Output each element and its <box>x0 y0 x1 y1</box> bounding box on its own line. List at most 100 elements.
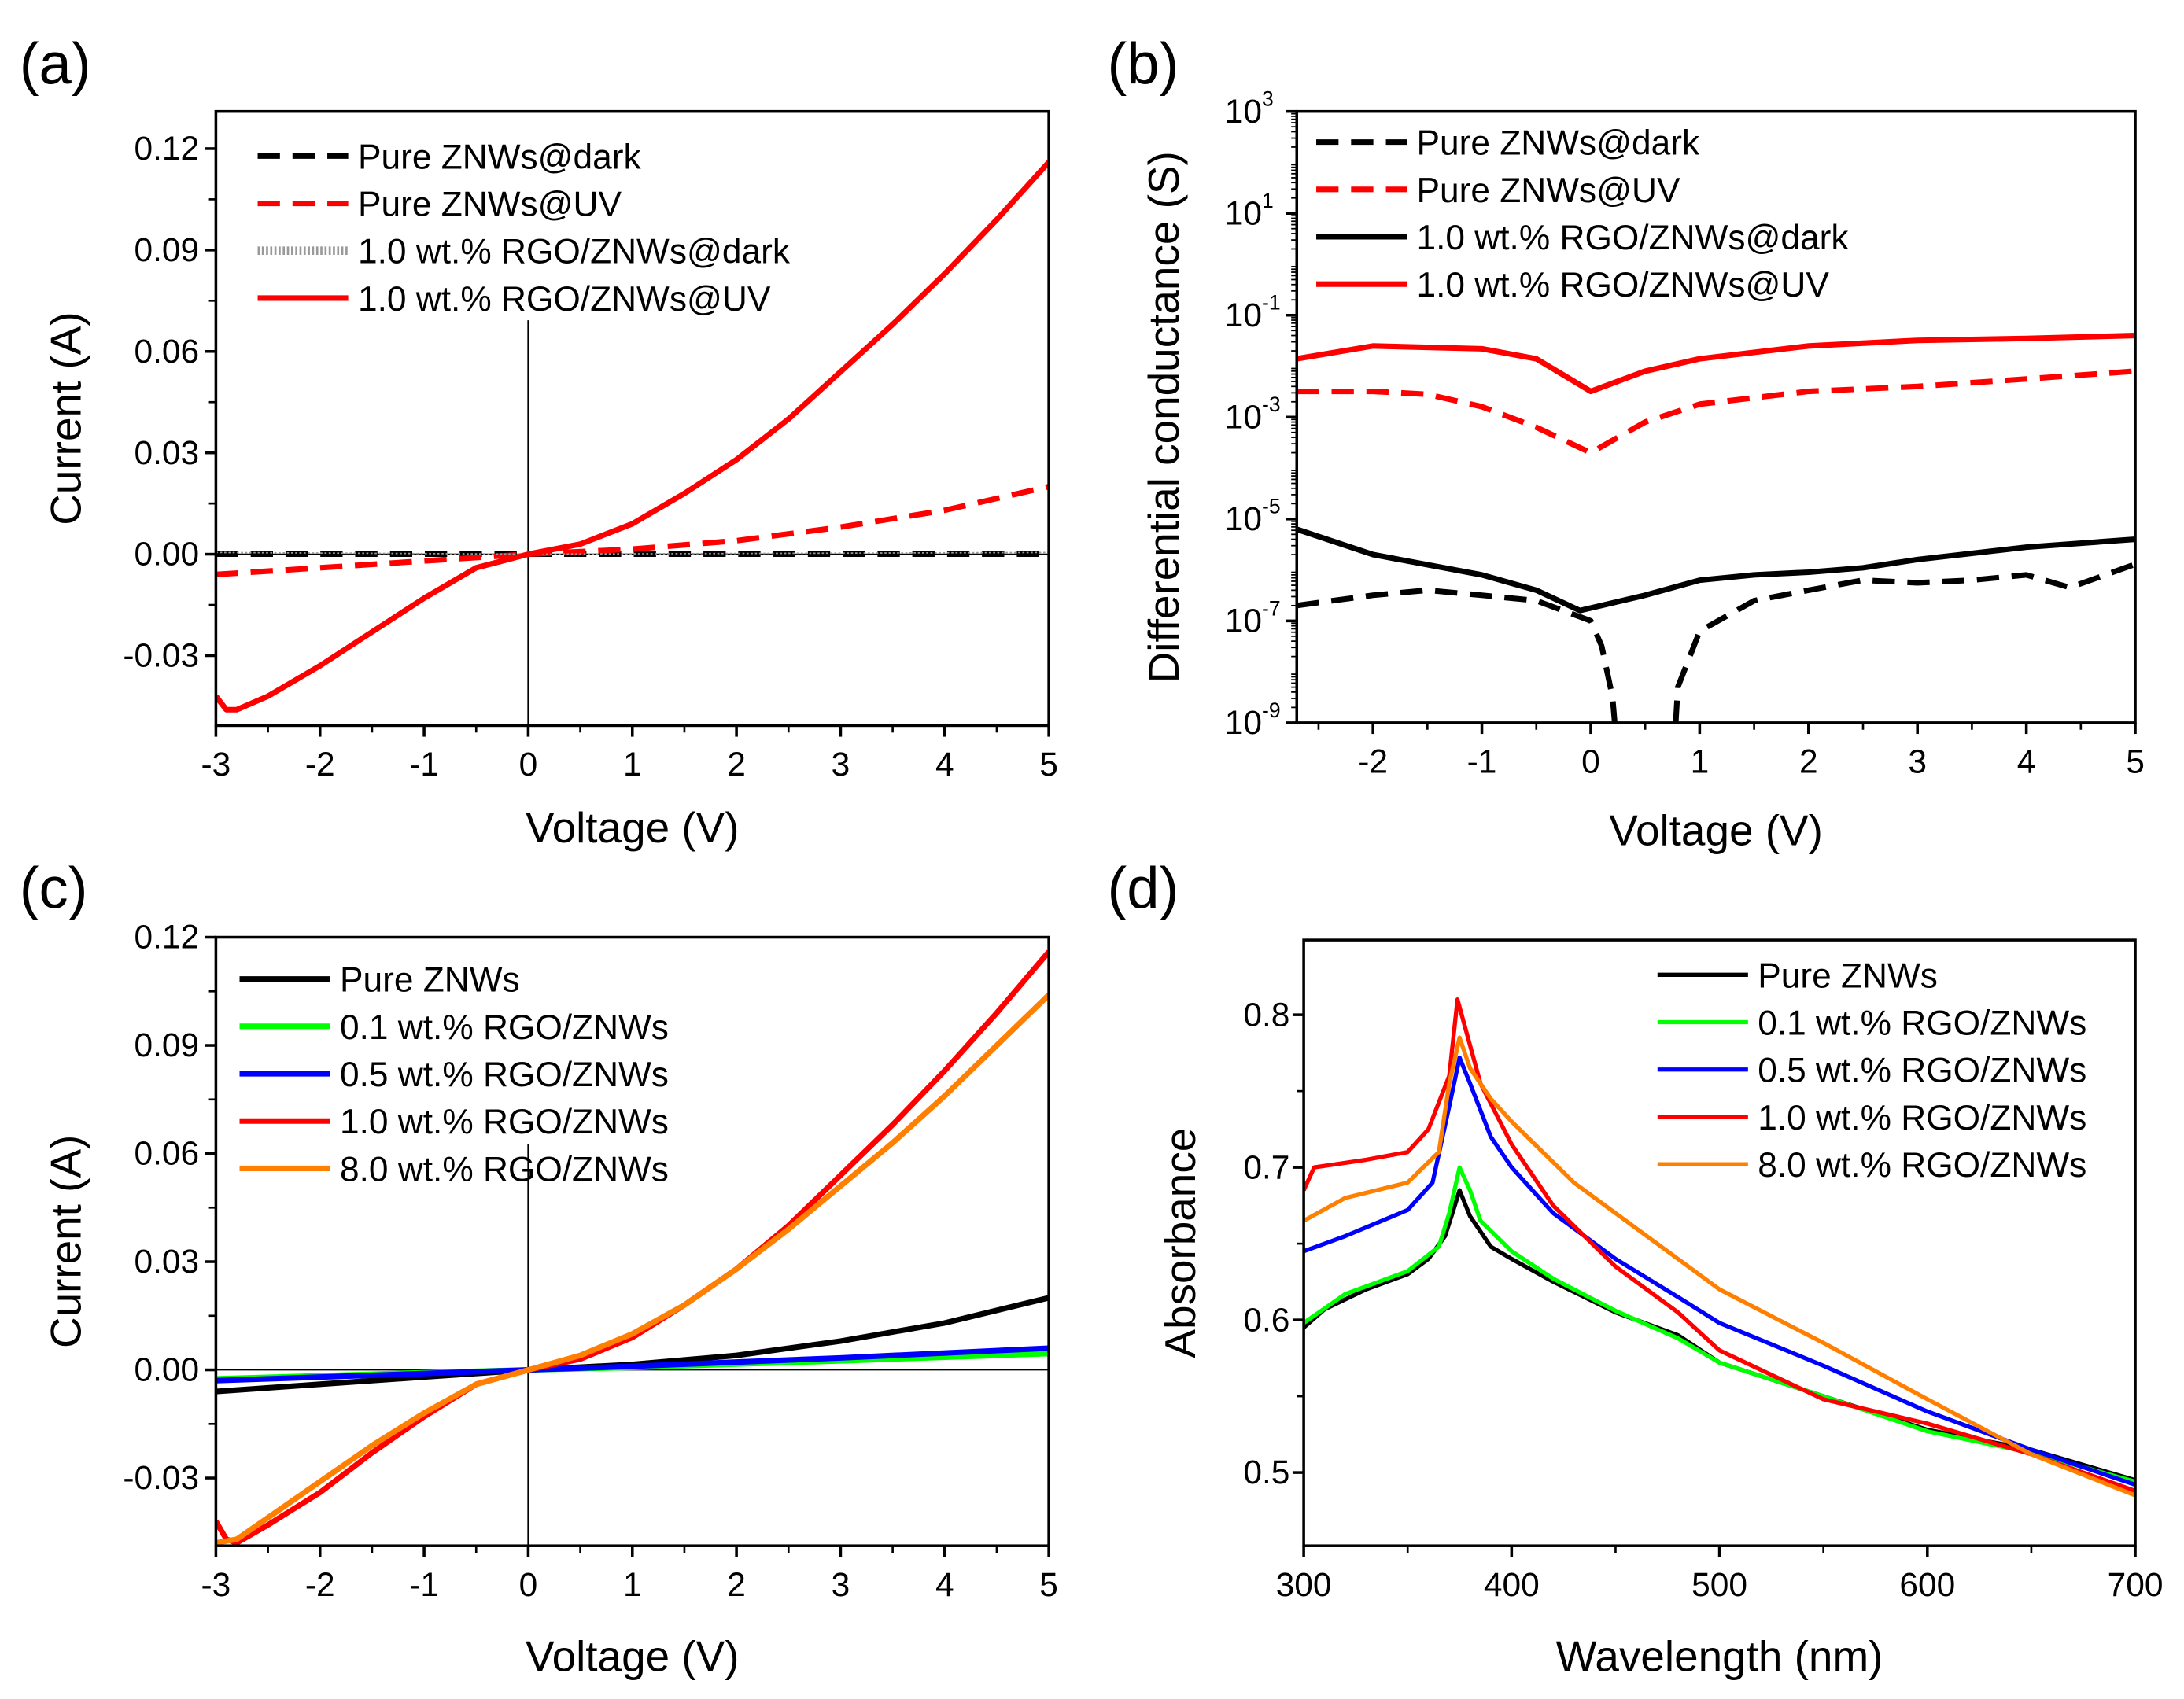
x-tick-label: -2 <box>1358 744 1388 781</box>
panel-label: (b) <box>1107 31 1179 96</box>
y-tick-label: -0.03 <box>123 638 199 675</box>
y-tick-label: 10 <box>1225 399 1262 436</box>
x-axis-title: Wavelength (nm) <box>1556 1632 1883 1681</box>
panel-c: (c) Pure ZNWs 0.1 wt.% RGO/ZNWs 0.5 wt.% RG… <box>20 855 1058 1680</box>
x-tick-label: 4 <box>935 1567 954 1604</box>
series-line-1-0-wt-rgo-znws <box>1304 997 2136 1493</box>
x-tick-label: 2 <box>727 1567 746 1604</box>
y-tick-label: 0.06 <box>134 334 199 370</box>
x-tick-label: 300 <box>1276 1567 1332 1604</box>
legend-label: 0.1 wt.% RGO/ZNWs <box>1758 1004 2086 1042</box>
x-tick-label: 3 <box>832 1567 850 1604</box>
x-tick-label: 5 <box>2126 744 2145 781</box>
panel-d: (d) Pure ZNWs 0.1 wt.% RGO/ZNWs 0.5 wt.% RG… <box>1107 855 2163 1680</box>
y-tick-label: 0.09 <box>134 232 199 269</box>
legend-label: 1.0 wt.% RGO/ZNWs@UV <box>358 280 771 319</box>
legend-label: Pure ZNWs@UV <box>1417 171 1681 210</box>
y-tick-label: 0.5 <box>1243 1454 1289 1491</box>
y-tick-label: 10 <box>1225 94 1262 131</box>
y-tick-label: 0.09 <box>134 1027 199 1064</box>
panel-a: (a) Pure ZNWs@dark Pure ZNWs@UV 1.0 wt.% RG… <box>20 31 1058 852</box>
x-tick-label: 1 <box>623 746 642 783</box>
x-tick-label: 700 <box>2108 1567 2164 1604</box>
x-tick-label: 0 <box>519 746 538 783</box>
x-tick-label: 0 <box>519 1567 538 1604</box>
legend-label: 1.0 wt.% RGO/ZNWs <box>1758 1099 2086 1137</box>
y-axis-title: Current (A) <box>42 311 90 525</box>
x-tick-label: -1 <box>409 1567 439 1604</box>
series-line-1-0-wt-rgo-znws-dark <box>1297 526 2136 614</box>
y-tick-label: 0.03 <box>134 435 199 472</box>
y-tick-label: 0.12 <box>134 920 199 956</box>
y-tick-label: 10 <box>1225 501 1262 538</box>
legend-label: Pure ZNWs@UV <box>358 185 622 223</box>
x-tick-label: 500 <box>1691 1567 1747 1604</box>
legend-label: 1.0 wt.% RGO/ZNWs@dark <box>1417 219 1850 257</box>
y-tick-exponent: 3 <box>1262 87 1274 111</box>
legend-label: 1.0 wt.% RGO/ZNWs@UV <box>1417 266 1830 304</box>
panel-b: (b) Pure ZNWs@dark Pure ZNWs@UV 1.0 wt.% RG… <box>1107 31 2144 854</box>
legend-label: Pure ZNWs@dark <box>358 138 642 176</box>
y-tick-label: 0.12 <box>134 131 199 168</box>
x-tick-label: -1 <box>409 746 439 783</box>
x-tick-label: -3 <box>201 1567 231 1604</box>
y-tick-label: 0.00 <box>134 536 199 573</box>
series-line-0-5-wt-rgo-znws <box>1304 1055 2136 1487</box>
panel-label: (c) <box>20 855 88 920</box>
legend-label: 0.1 wt.% RGO/ZNWs <box>340 1008 669 1047</box>
series-line-0-5-wt-rgo-znws <box>216 1345 1050 1384</box>
y-tick-label: 10 <box>1225 705 1262 742</box>
x-tick-label: 4 <box>935 746 954 783</box>
series-line-pure-znws-uv <box>216 484 1050 577</box>
legend-label: Pure ZNWs@dark <box>1417 124 1701 163</box>
x-tick-label: 2 <box>727 746 746 783</box>
y-tick-exponent: -3 <box>1262 393 1281 416</box>
y-tick-label: 10 <box>1225 603 1262 640</box>
y-tick-label: 10 <box>1225 297 1262 334</box>
legend-label: 8.0 wt.% RGO/ZNWs <box>340 1150 669 1189</box>
series-line-pure-znws-dark <box>1297 561 2136 723</box>
x-tick-label: 5 <box>1039 746 1058 783</box>
y-tick-exponent: -1 <box>1262 291 1281 315</box>
series-line-8-0-wt-rgo-znws <box>216 993 1050 1546</box>
legend-label: 1.0 wt.% RGO/ZNWs <box>340 1103 669 1141</box>
legend-label: Pure ZNWs <box>340 961 520 1000</box>
y-axis-title: Differential conductance (S) <box>1139 151 1188 683</box>
legend-label: Pure ZNWs <box>1758 956 1938 995</box>
x-tick-label: 4 <box>2017 744 2036 781</box>
y-tick-exponent: -5 <box>1262 495 1281 518</box>
x-axis-title: Voltage (V) <box>1609 806 1822 855</box>
legend-label: 1.0 wt.% RGO/ZNWs@dark <box>358 233 791 271</box>
x-tick-label: 1 <box>1691 744 1710 781</box>
x-tick-label: -1 <box>1467 744 1497 781</box>
series-line-pure-znws-uv <box>1297 368 2136 456</box>
x-axis-title: Voltage (V) <box>526 1632 739 1681</box>
x-tick-label: -3 <box>201 746 231 783</box>
series-line-1-0-wt-rgo-znws-uv <box>1297 333 2136 395</box>
y-tick-label: 0.03 <box>134 1244 199 1281</box>
x-tick-label: 5 <box>1039 1567 1058 1604</box>
y-tick-exponent: -7 <box>1262 596 1281 620</box>
y-tick-exponent: -9 <box>1262 698 1281 722</box>
legend-label: 8.0 wt.% RGO/ZNWs <box>1758 1146 2086 1185</box>
x-tick-label: 0 <box>1581 744 1600 781</box>
y-tick-exponent: 1 <box>1262 189 1274 212</box>
series-line-1-0-wt-rgo-znws <box>216 949 1050 1546</box>
y-axis-title: Current (A) <box>42 1135 90 1348</box>
x-tick-label: -2 <box>305 746 335 783</box>
series-line-8-0-wt-rgo-znws <box>1304 1035 2136 1498</box>
x-tick-label: 3 <box>1908 744 1927 781</box>
y-tick-label: -0.03 <box>123 1460 199 1497</box>
panel-label: (a) <box>20 31 91 96</box>
x-tick-label: 2 <box>1799 744 1818 781</box>
x-tick-label: 600 <box>1899 1567 1955 1604</box>
series-line-pure-znws <box>1304 1188 2136 1483</box>
y-tick-label: 0.8 <box>1243 997 1289 1034</box>
y-tick-label: 10 <box>1225 195 1262 232</box>
x-tick-label: 400 <box>1484 1567 1540 1604</box>
legend-label: 0.5 wt.% RGO/ZNWs <box>340 1056 669 1094</box>
y-tick-label: 0.6 <box>1243 1302 1289 1339</box>
series-line-1-0-wt-rgo-znws-uv <box>216 160 1050 713</box>
x-axis-title: Voltage (V) <box>526 803 739 852</box>
y-tick-label: 0.7 <box>1243 1149 1289 1186</box>
